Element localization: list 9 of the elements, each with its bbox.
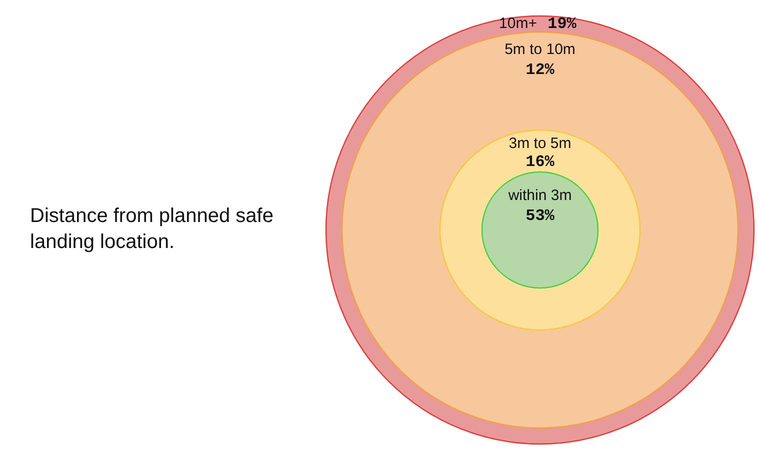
category-label: 5m to 10m [504,41,576,58]
category-label: within 3m [507,187,572,204]
category-label: 10m+ [499,15,538,32]
category-label: 3m to 5m [508,135,572,152]
data-label: 19% [548,15,577,34]
data-label: 16% [526,153,555,172]
data-label: 12% [526,61,555,80]
data-label: 53% [526,207,555,226]
text: Distance from planned safe landing location. [30,204,274,255]
